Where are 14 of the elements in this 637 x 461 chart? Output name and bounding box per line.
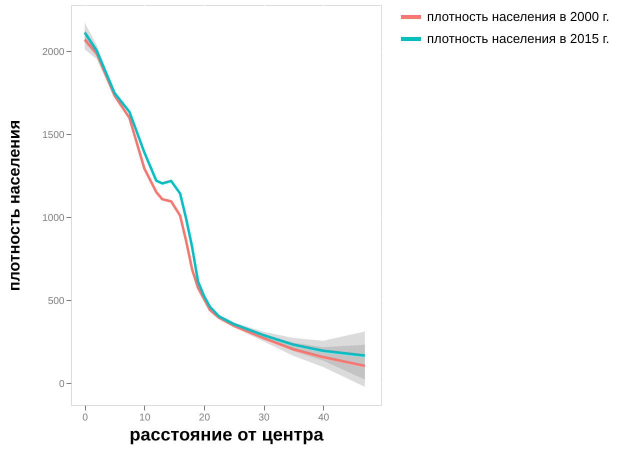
legend-label: плотность населения в 2000 г. (427, 9, 610, 24)
y-tick-label: 0 (58, 378, 65, 390)
y-axis-title: плотность населения (6, 120, 24, 292)
legend-label: плотность населения в 2015 г. (427, 31, 610, 46)
y-tick-label: 500 (48, 296, 65, 307)
y-tick-label: 1500 (42, 130, 65, 141)
y-tick-label: 1000 (42, 212, 65, 224)
x-tick-label: 0 (82, 412, 88, 424)
x-axis-title: расстояние от центра (130, 424, 324, 444)
x-tick-label: 40 (318, 412, 330, 424)
x-tick-label: 30 (258, 412, 270, 424)
y-tick-label: 2000 (42, 46, 65, 58)
x-tick-label: 20 (198, 412, 210, 424)
x-tick-label: 10 (139, 412, 151, 424)
